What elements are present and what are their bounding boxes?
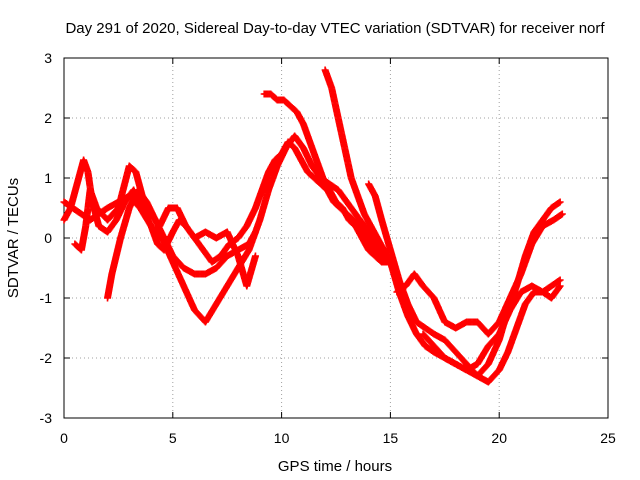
- x-tick-label: 15: [383, 430, 399, 446]
- x-tick-labels: 0 5 10 15 20 25: [60, 430, 616, 446]
- y-tick-label: 3: [44, 50, 52, 66]
- series-track-8: [393, 210, 566, 338]
- y-tick-label: -3: [40, 410, 53, 426]
- data-point: [558, 210, 566, 218]
- x-tick-label: 0: [60, 430, 68, 446]
- data-point: [251, 228, 259, 236]
- series-track-5: [260, 90, 394, 266]
- x-tick-label: 25: [600, 430, 616, 446]
- data-point: [556, 282, 564, 290]
- data-point: [556, 198, 564, 206]
- y-tick-label: -2: [40, 350, 53, 366]
- data-series: [60, 66, 566, 386]
- axis-ticks: [63, 57, 609, 419]
- series-track-1: [60, 138, 394, 266]
- y-tick-labels: -3 -2 -1 0 1 2 3: [40, 50, 53, 426]
- series-track-4: [104, 186, 259, 302]
- data-point: [251, 252, 259, 260]
- y-axis-label: SDTVAR / TECUs: [5, 178, 22, 298]
- x-tick-label: 20: [491, 430, 507, 446]
- y-tick-label: 2: [44, 110, 52, 126]
- chart-title: Day 291 of 2020, Sidereal Day-to-day VTE…: [65, 20, 605, 37]
- y-tick-label: -1: [40, 290, 53, 306]
- y-tick-label: 1: [44, 170, 52, 186]
- series-track-9: [419, 282, 564, 374]
- series-track-7: [365, 180, 564, 386]
- x-tick-label: 5: [169, 430, 177, 446]
- x-axis-label: GPS time / hours: [278, 458, 392, 475]
- x-tick-label: 10: [274, 430, 290, 446]
- data-point: [556, 276, 564, 284]
- y-tick-label: 0: [44, 230, 52, 246]
